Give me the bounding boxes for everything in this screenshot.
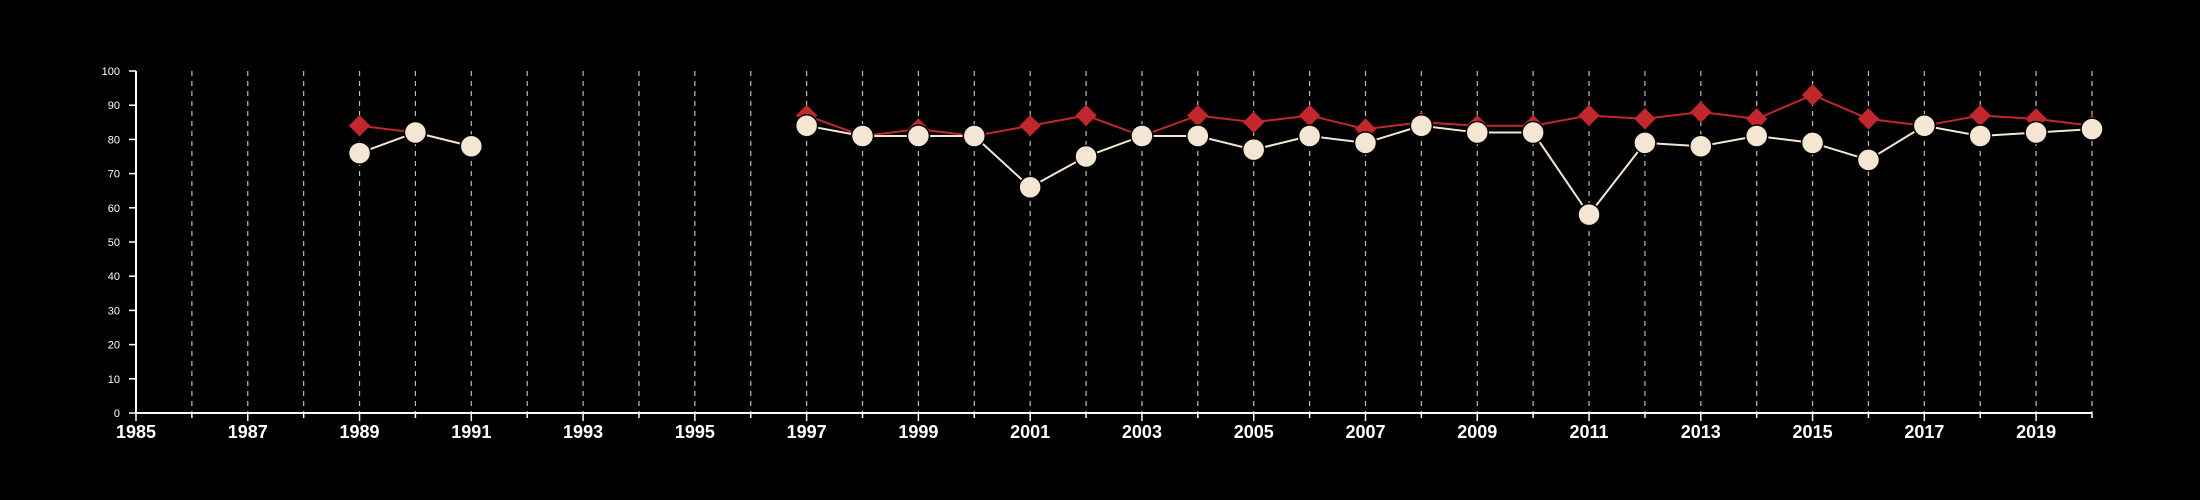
circle-point-2019 — [2024, 120, 2048, 145]
circle-point-1997 — [794, 113, 819, 138]
x-tick-label-1993: 1993 — [563, 422, 603, 442]
circle-point-2012 — [1633, 131, 1657, 155]
x-tick-label-1999: 1999 — [898, 422, 938, 442]
circle-point-2013 — [1689, 134, 1713, 158]
series — [347, 84, 2104, 227]
y-tick-label-100: 100 — [102, 66, 120, 78]
circle-point-2004 — [1186, 124, 1210, 148]
x-tick-label-1991: 1991 — [451, 422, 491, 442]
diamond-point-2015 — [1801, 84, 1824, 106]
y-tick-label-20: 20 — [108, 340, 120, 352]
x-tick-label-1985: 1985 — [116, 422, 156, 442]
diamond-point-2002 — [1075, 104, 1097, 127]
series-circle — [347, 113, 2104, 227]
circle-point-2010 — [1521, 120, 1545, 145]
x-tick-label-2015: 2015 — [1793, 422, 1833, 442]
diamond-point-2013 — [1690, 101, 1712, 123]
circle-point-2014 — [1744, 124, 1769, 148]
grid-lines — [191, 71, 2093, 413]
x-tick-label-1989: 1989 — [340, 422, 380, 442]
y-tick-label-50: 50 — [108, 237, 120, 249]
y-tick-label-10: 10 — [108, 374, 120, 386]
y-tick-label-30: 30 — [108, 305, 120, 317]
circle-point-2015 — [1800, 131, 1825, 155]
x-tick-label-2009: 2009 — [1457, 422, 1497, 442]
x-tick-label-2007: 2007 — [1345, 422, 1385, 442]
circle-point-2007 — [1353, 131, 1378, 155]
circle-point-2003 — [1130, 124, 1154, 148]
circle-point-2001 — [1018, 175, 1042, 200]
circle-point-1999 — [906, 124, 931, 148]
y-tick-label-40: 40 — [108, 271, 120, 283]
x-tick-label-2011: 2011 — [1569, 422, 1608, 442]
y-tick-label-90: 90 — [108, 100, 120, 112]
x-tick-label-2017: 2017 — [1904, 422, 1944, 442]
circle-point-1991 — [459, 134, 484, 158]
circle-point-1998 — [850, 124, 875, 148]
x-tick-label-2019: 2019 — [2016, 422, 2056, 442]
diamond-point-2005 — [1243, 111, 1265, 134]
circle-point-2008 — [1409, 113, 1434, 138]
circle-point-2020 — [2080, 117, 2104, 141]
y-tick-label-70: 70 — [108, 169, 120, 181]
circle-point-2017 — [1912, 113, 1937, 138]
circle-point-2016 — [1856, 148, 1881, 172]
diamond-point-2001 — [1019, 115, 1041, 137]
x-tick-label-2003: 2003 — [1122, 422, 1162, 442]
x-tick-label-2001: 2001 — [1010, 422, 1050, 442]
circle-point-2000 — [962, 124, 987, 148]
x-tick-label-1987: 1987 — [228, 422, 268, 442]
diamond-point-1989 — [348, 115, 371, 137]
diamond-point-2011 — [1578, 104, 1600, 127]
y-tick-label-80: 80 — [108, 134, 120, 146]
y-tick-label-60: 60 — [108, 203, 120, 215]
diamond-point-2012 — [1634, 108, 1656, 130]
circle-point-1990 — [403, 120, 428, 145]
x-tick-label-1997: 1997 — [787, 422, 827, 442]
y-tick-label-0: 0 — [114, 408, 120, 420]
circle-point-2005 — [1241, 137, 1266, 162]
x-tick-label-1995: 1995 — [675, 422, 715, 442]
diamond-point-2016 — [1857, 108, 1880, 130]
x-tick-label-2013: 2013 — [1681, 422, 1721, 442]
circle-point-2011 — [1577, 202, 1601, 227]
circle-point-2006 — [1297, 124, 1322, 148]
x-tick-label-2005: 2005 — [1234, 422, 1274, 442]
circle-point-2018 — [1968, 124, 1992, 148]
circle-point-1989 — [347, 141, 372, 165]
circle-point-2009 — [1465, 120, 1490, 145]
axes: 0 10 20 30 40 50 60 70 80 90 100 1985 1987 1989 1991 19… — [102, 66, 2093, 442]
circle-point-2002 — [1074, 144, 1098, 169]
